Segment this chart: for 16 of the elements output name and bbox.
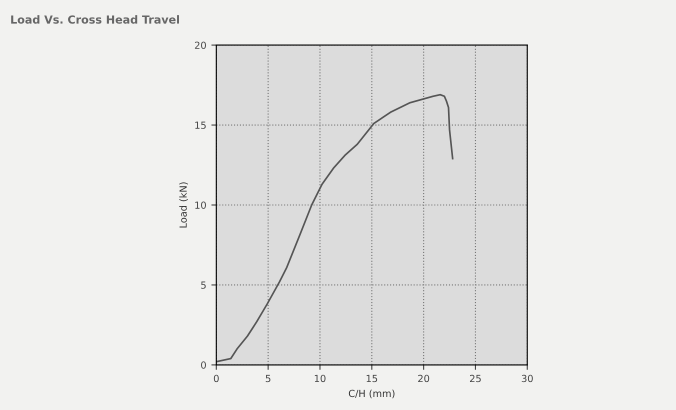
y-axis-title: Load (kN)	[179, 182, 188, 228]
y-tick-label: 20	[194, 42, 206, 49]
y-tick-label: 15	[195, 122, 206, 129]
y-tick-label: 10	[195, 201, 206, 209]
x-tick-label: 15	[366, 374, 378, 382]
line-series	[216, 94, 454, 363]
x-tick-label: 5	[266, 374, 270, 382]
y-tick-label: 5	[201, 282, 206, 289]
text: Load Vs. Cross Head Travel	[11, 15, 179, 24]
x-tick-label: 20	[418, 374, 430, 382]
x-tick-label: 25	[470, 374, 481, 382]
y-tick-label: 0	[201, 361, 206, 369]
x-tick-label: 10	[314, 374, 326, 382]
x-tick-label: 30	[522, 374, 533, 382]
x-tick-label: 0	[214, 374, 219, 382]
x-axis-title: C/H (mm)	[348, 390, 394, 398]
